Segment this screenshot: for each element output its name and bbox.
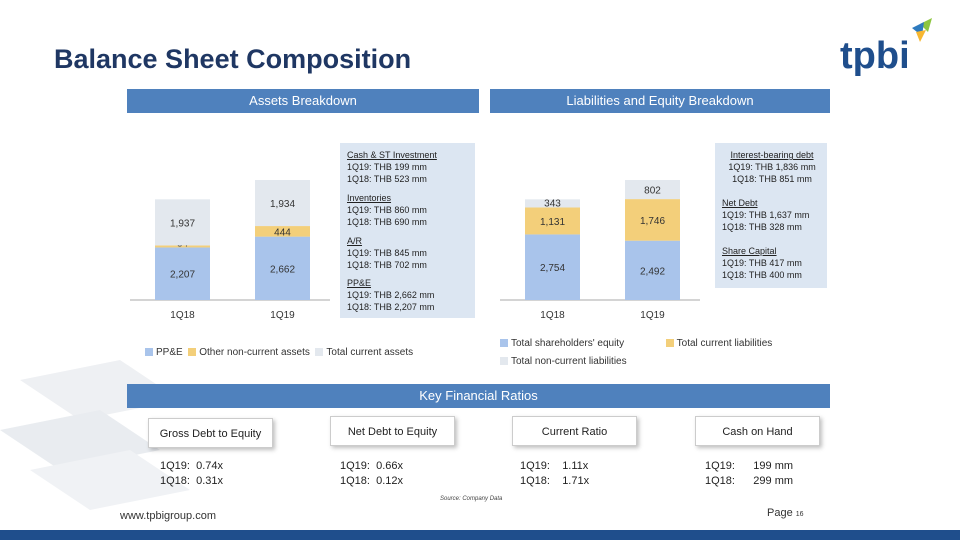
page-title: Balance Sheet Composition [54, 44, 412, 74]
liab-label-1Q18-2: 343 [544, 199, 561, 210]
company-logo: tpbi [840, 18, 932, 77]
website-link[interactable]: www.tpbigroup.com [120, 510, 216, 522]
note-cash: Cash & ST Investment 1Q19: THB 199 mm 1Q… [347, 150, 437, 184]
page-number: Page 16 [767, 507, 804, 519]
assets-label-1Q18-0: 2,207 [170, 270, 195, 281]
assets-label-1Q19-1: 444 [274, 227, 291, 238]
liab-label-1Q19-0: 2,492 [640, 266, 665, 277]
liab-bar-1Q18-0 [525, 234, 580, 300]
assets-bar-1Q18-0 [155, 247, 210, 300]
ratios-header: Key Financial Ratios [127, 384, 830, 408]
decorative-shapes [0, 360, 190, 510]
source-note: Source: Company Data [440, 496, 503, 502]
ratio-cash-on-hand: Cash on Hand [695, 416, 820, 446]
liab-legend: Total shareholders' equity Total current… [500, 335, 772, 371]
liab-label-1Q19-1: 1,746 [640, 216, 665, 227]
ratio-values-cash: 1Q19: 199 mm 1Q18: 299 mm [705, 460, 794, 487]
liab-header: Liabilities and Equity Breakdown [490, 89, 830, 113]
liab-category-1Q18: 1Q18 [540, 310, 565, 321]
assets-notes-panel [340, 143, 475, 318]
legend-current-liab: Total current liabilities [665, 338, 772, 349]
note-ar: A/R 1Q19: THB 845 mm 1Q18: THB 702 mm [347, 236, 427, 270]
legend-ppe: PP&E [145, 347, 183, 358]
note-inventories: Inventories 1Q19: THB 860 mm 1Q18: THB 6… [347, 193, 427, 227]
liab-bar-1Q19-0 [625, 240, 680, 300]
ratio-gross-debt-equity: Gross Debt to Equity [148, 418, 273, 448]
assets-label-1Q19-2: 1,934 [270, 199, 295, 210]
assets-bar-1Q19-2 [255, 180, 310, 227]
assets-label-1Q19-0: 2,662 [270, 264, 295, 275]
footer-bar [0, 530, 960, 540]
liab-bar-1Q19-1 [625, 199, 680, 241]
note-share-capital: Share Capital 1Q19: THB 417 mm 1Q18: THB… [722, 246, 802, 280]
liab-label-1Q18-1: 1,131 [540, 217, 565, 228]
logo-text: tpbi [840, 35, 910, 77]
legend-noncurrent-liab: Total non-current liabilities [500, 356, 627, 367]
liab-bar-1Q18-2 [525, 199, 580, 208]
ratio-current: Current Ratio [512, 416, 637, 446]
ratio-values-net: 1Q19: 0.66x 1Q18: 0.12x [340, 460, 403, 487]
note-ppe: PP&E 1Q19: THB 2,662 mm 1Q18: THB 2,207 … [347, 278, 435, 312]
legend-other-nc: Other non-current assets [188, 347, 310, 358]
liab-category-1Q19: 1Q19 [640, 310, 665, 321]
legend-current-assets: Total current assets [315, 347, 413, 358]
logo-leaf-icon [920, 18, 932, 32]
ratio-values-gross: 1Q19: 0.74x 1Q18: 0.31x [160, 460, 223, 487]
note-net-debt: Net Debt 1Q19: THB 1,637 mm 1Q18: THB 32… [722, 198, 810, 232]
assets-label-1Q18-2: 1,937 [170, 218, 195, 229]
assets-bar-1Q18-1 [155, 245, 210, 248]
liab-label-1Q18-0: 2,754 [540, 263, 565, 274]
assets-bar-1Q18-2 [155, 199, 210, 246]
ratio-net-debt-equity: Net Debt to Equity [330, 416, 455, 446]
assets-legend: PP&E Other non-current assets Total curr… [145, 347, 413, 358]
legend-equity: Total shareholders' equity [500, 338, 624, 349]
ratio-values-current: 1Q19: 1.11x 1Q18: 1.71x [520, 460, 590, 487]
assets-bar-1Q19-0 [255, 236, 310, 300]
note-interest-debt: Interest-bearing debt 1Q19: THB 1,836 mm… [728, 150, 816, 184]
assets-header: Assets Breakdown [127, 89, 479, 113]
liab-notes-panel [715, 143, 827, 288]
assets-category-1Q18: 1Q18 [170, 310, 195, 321]
liab-bar-1Q19-2 [625, 180, 680, 200]
liabilities-chart: 2,754 1,131 343 1Q18 2,492 1,746 802 1Q19 [500, 180, 700, 321]
assets-bar-1Q19-1 [255, 226, 310, 237]
liab-bar-1Q18-1 [525, 207, 580, 235]
liab-label-1Q19-2: 802 [644, 186, 661, 197]
assets-category-1Q19: 1Q19 [270, 310, 295, 321]
